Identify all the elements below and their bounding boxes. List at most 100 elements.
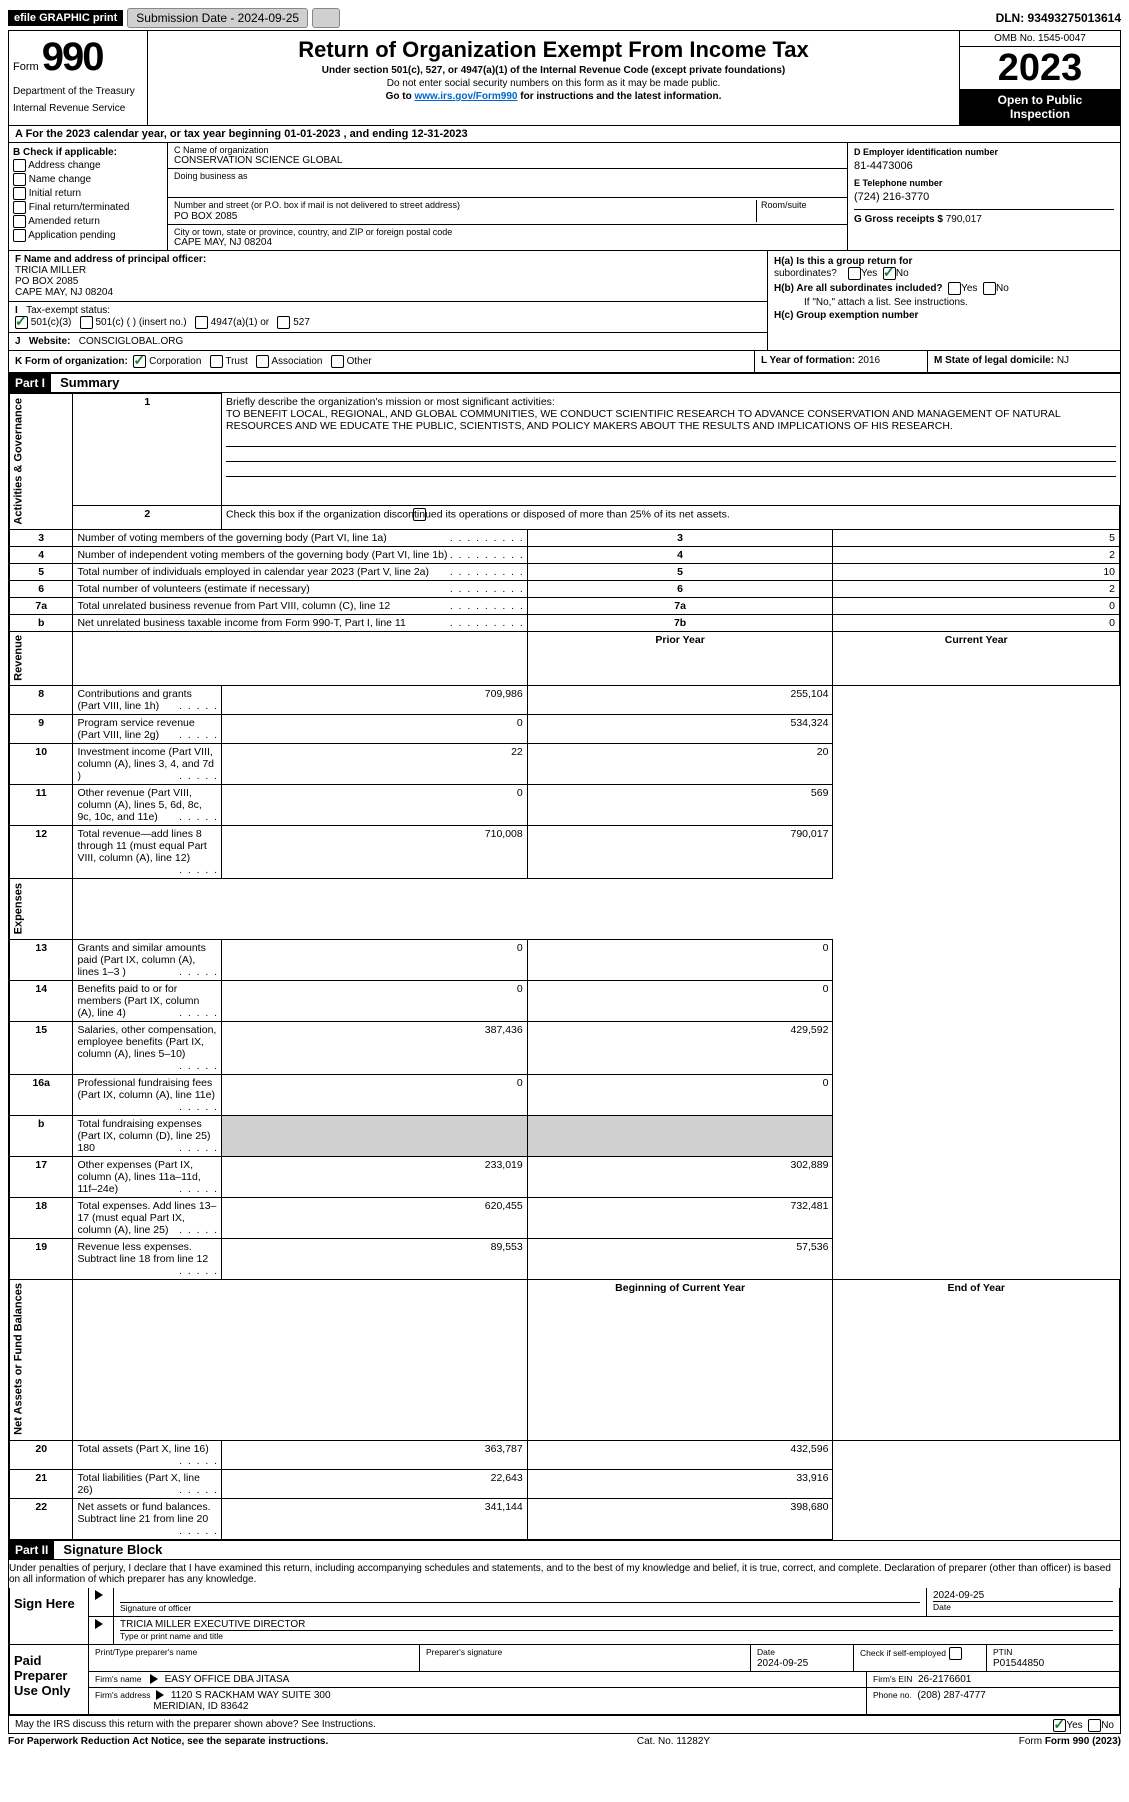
line-desc: Contributions and grants (Part VIII, lin… — [73, 686, 222, 715]
check-4947[interactable] — [195, 316, 208, 329]
line-num: 14 — [10, 980, 73, 1021]
row-i: I Tax-exempt status: 501(c)(3) 501(c) ( … — [9, 302, 767, 333]
check-name-change[interactable]: Name change — [13, 173, 163, 186]
h-b-label: H(b) Are all subordinates included? — [774, 283, 943, 294]
city-label: City or town, state or province, country… — [174, 227, 841, 237]
line-2-desc: Check this box if the organization disco… — [222, 505, 1120, 529]
gross-value: 790,017 — [946, 214, 982, 225]
part2-header-row: Part II Signature Block — [9, 1540, 1120, 1560]
col-prior-year: Prior Year — [527, 631, 833, 686]
prior-value: 22 — [222, 744, 528, 785]
line-desc: Salaries, other compensation, employee b… — [73, 1021, 222, 1074]
form-number-box: Form 990 Department of the Treasury Inte… — [9, 31, 148, 125]
table-row: 11 Other revenue (Part VIII, column (A),… — [10, 785, 1120, 826]
website-label: Website: — [29, 336, 71, 347]
col-b-checkboxes: B Check if applicable: Address change Na… — [9, 143, 168, 250]
sig-date: 2024-09-25 — [933, 1590, 984, 1601]
h-b-yes[interactable] — [948, 282, 961, 295]
line-num: 4 — [10, 546, 73, 563]
line-desc: Total assets (Part X, line 16) . . . . . — [73, 1440, 222, 1469]
current-value: 432,596 — [527, 1440, 833, 1469]
org-name-label: C Name of organization — [174, 145, 841, 155]
line-desc: Net assets or fund balances. Subtract li… — [73, 1498, 222, 1539]
line-value: 0 — [833, 614, 1120, 631]
discuss-row: May the IRS discuss this return with the… — [9, 1715, 1120, 1733]
h-a-no[interactable] — [883, 267, 896, 280]
line-box: 5 — [527, 563, 833, 580]
check-application-pending[interactable]: Application pending — [13, 229, 163, 242]
check-501c[interactable] — [80, 316, 93, 329]
row-a-tax-year: A For the 2023 calendar year, or tax yea… — [9, 126, 1120, 143]
check-corp[interactable] — [133, 355, 146, 368]
line-num: 10 — [10, 744, 73, 785]
prior-value: 620,455 — [222, 1197, 528, 1238]
col-current-year: Current Year — [833, 631, 1120, 686]
tax-year: 2023 — [960, 47, 1120, 89]
form-header: Form 990 Department of the Treasury Inte… — [9, 31, 1120, 126]
check-amended-return[interactable]: Amended return — [13, 215, 163, 228]
prior-value: 22,643 — [222, 1469, 528, 1498]
arrow-icon — [156, 1690, 164, 1700]
line-desc: Total expenses. Add lines 13–17 (must eq… — [73, 1197, 222, 1238]
cat-no: Cat. No. 11282Y — [637, 1736, 710, 1747]
line-value: 0 — [833, 597, 1120, 614]
irs-url-link[interactable]: www.irs.gov/Form990 — [414, 91, 517, 102]
street-value: PO BOX 2085 — [174, 211, 237, 222]
line-box: 7a — [527, 597, 833, 614]
current-value — [527, 1115, 833, 1156]
tax-status-label: Tax-exempt status: — [26, 305, 110, 316]
prior-value: 341,144 — [222, 1498, 528, 1539]
table-row: 13 Grants and similar amounts paid (Part… — [10, 939, 1120, 980]
vert-net-assets: Net Assets or Fund Balances — [10, 1279, 73, 1440]
check-self-employed[interactable] — [949, 1647, 962, 1660]
blank-button[interactable] — [312, 8, 340, 28]
officer-street: PO BOX 2085 — [15, 276, 78, 287]
h-b-no[interactable] — [983, 282, 996, 295]
ein-value: 81-4473006 — [854, 160, 1114, 172]
goto-prefix: Go to — [386, 91, 415, 102]
prior-value: 0 — [222, 980, 528, 1021]
h-a-yes[interactable] — [848, 267, 861, 280]
prior-value: 0 — [222, 785, 528, 826]
check-trust[interactable] — [210, 355, 223, 368]
row-f: F Name and address of principal officer:… — [9, 251, 767, 302]
col-h: H(a) Is this a group return for subordin… — [768, 251, 1120, 350]
col-end-year: End of Year — [833, 1279, 1120, 1440]
line-desc: Revenue less expenses. Subtract line 18 … — [73, 1238, 222, 1279]
phone-label: E Telephone number — [854, 178, 942, 188]
irs-label: Internal Revenue Service — [13, 103, 143, 114]
check-initial-return[interactable]: Initial return — [13, 187, 163, 200]
check-address-change[interactable]: Address change — [13, 159, 163, 172]
line-value: 5 — [833, 529, 1120, 546]
line-desc: Total number of volunteers (estimate if … — [73, 580, 527, 597]
line-num: b — [10, 1115, 73, 1156]
check-assoc[interactable] — [256, 355, 269, 368]
goto-suffix: for instructions and the latest informat… — [520, 91, 721, 102]
line-desc: Benefits paid to or for members (Part IX… — [73, 980, 222, 1021]
discuss-no[interactable] — [1088, 1719, 1101, 1732]
col-fij: F Name and address of principal officer:… — [9, 251, 768, 350]
check-discontinued[interactable] — [413, 508, 426, 521]
table-row: 14 Benefits paid to or for members (Part… — [10, 980, 1120, 1021]
check-final-return[interactable]: Final return/terminated — [13, 201, 163, 214]
line-desc: Other expenses (Part IX, column (A), lin… — [73, 1156, 222, 1197]
ssn-warning: Do not enter social security numbers on … — [156, 78, 951, 89]
form-ref: Form Form 990 (2023) — [1019, 1736, 1121, 1747]
officer-label: F Name and address of principal officer: — [15, 254, 206, 265]
col-d-ids: D Employer identification number 81-4473… — [848, 143, 1120, 250]
line-box: 3 — [527, 529, 833, 546]
officer-city: CAPE MAY, NJ 08204 — [15, 287, 113, 298]
line-value: 10 — [833, 563, 1120, 580]
discuss-text: May the IRS discuss this return with the… — [15, 1719, 376, 1730]
check-501c3[interactable] — [15, 316, 28, 329]
line-value: 2 — [833, 546, 1120, 563]
line-desc: Professional fundraising fees (Part IX, … — [73, 1074, 222, 1115]
discuss-yes[interactable] — [1053, 1719, 1066, 1732]
section-fhij: F Name and address of principal officer:… — [9, 251, 1120, 351]
check-other[interactable] — [331, 355, 344, 368]
submission-date-button[interactable]: Submission Date - 2024-09-25 — [127, 8, 308, 28]
table-row: 9 Program service revenue (Part VIII, li… — [10, 715, 1120, 744]
part2-title: Signature Block — [57, 1540, 168, 1559]
check-527[interactable] — [277, 316, 290, 329]
row-klm: K Form of organization: Corporation Trus… — [9, 351, 1120, 373]
